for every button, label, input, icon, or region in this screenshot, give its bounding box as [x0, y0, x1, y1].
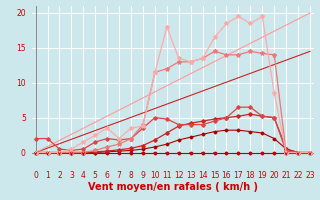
X-axis label: Vent moyen/en rafales ( km/h ): Vent moyen/en rafales ( km/h )	[88, 182, 258, 192]
